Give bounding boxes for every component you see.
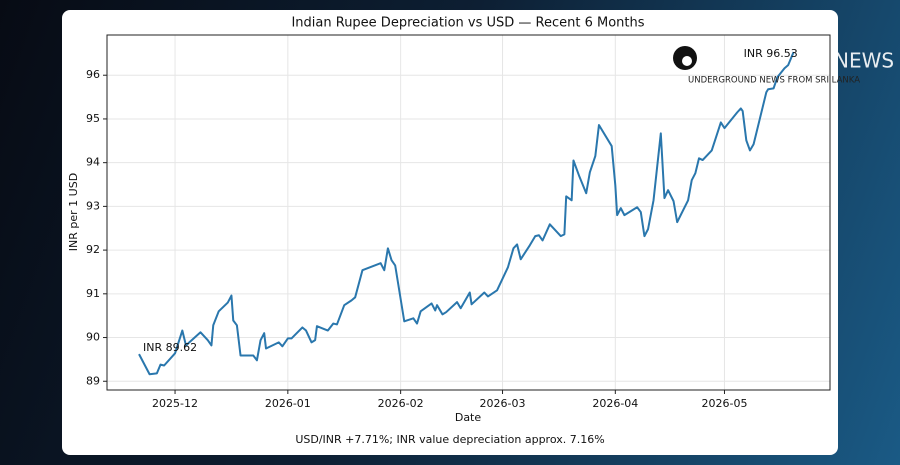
grid — [107, 35, 830, 390]
y-tick-label: 92 — [86, 243, 100, 256]
y-tick-label: 89 — [86, 374, 100, 387]
x-tick-label: 2026-04 — [592, 397, 638, 410]
y-tick-label: 95 — [86, 112, 100, 125]
watermark: NEWS UNDERGROUND NEWS FROM SRI LANKA — [673, 46, 894, 86]
y-tick-label: 94 — [86, 156, 100, 169]
x-tick-label: 2026-02 — [378, 397, 424, 410]
data-line — [138, 51, 795, 376]
x-tick-label: 2026-05 — [701, 397, 747, 410]
watermark-logo-eye — [682, 56, 692, 66]
footnote: USD/INR +7.71%; INR value depreciation a… — [295, 433, 604, 446]
axes-frame — [106, 34, 831, 391]
x-tick-label: 2025-12 — [152, 397, 198, 410]
annotation: INR 96.53 — [744, 47, 798, 60]
watermark-tagline: UNDERGROUND NEWS FROM SRI LANKA — [688, 76, 860, 86]
chart-title: Indian Rupee Depreciation vs USD — Recen… — [291, 16, 644, 31]
card — [62, 10, 838, 455]
y-tick-label: 93 — [86, 199, 100, 212]
y-tick-label: 90 — [86, 331, 100, 344]
y-axis-label: INR per 1 USD — [67, 173, 80, 251]
annotation: INR 89.62 — [143, 341, 197, 354]
x-tick-label: 2026-01 — [265, 397, 311, 410]
y-tick-label: 91 — [86, 287, 100, 300]
watermark-name: NEWS — [834, 49, 894, 73]
x-axis-label: Date — [455, 411, 482, 424]
x-tick-label: 2026-03 — [480, 397, 526, 410]
y-tick-label: 96 — [86, 68, 100, 81]
